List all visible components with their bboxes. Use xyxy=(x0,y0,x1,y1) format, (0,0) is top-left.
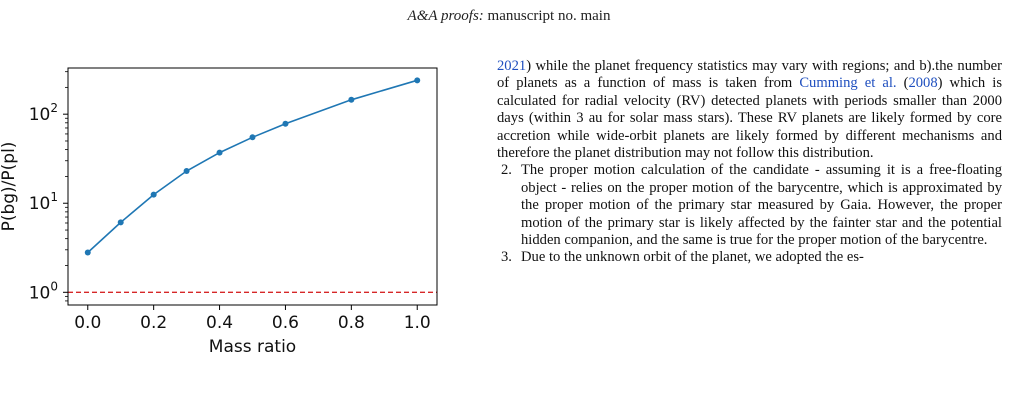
series-line xyxy=(87,79,418,254)
y-tick-exponent: 1 xyxy=(50,190,58,204)
x-axis-ticks: 0.0 0.2 0.4 0.6 0.8 1.0 xyxy=(74,305,431,333)
manuscript-label: manuscript no. main xyxy=(487,8,611,24)
numbered-list: 2. The proper motion calculation of the … xyxy=(497,162,1002,266)
x-tick-label: 0.4 xyxy=(206,313,233,333)
data-point xyxy=(249,134,256,141)
y-tick-label: 102 xyxy=(29,101,58,125)
data-point xyxy=(216,149,223,156)
plot-layer xyxy=(68,77,437,293)
citation-link[interactable]: Cumming et al. xyxy=(799,75,897,92)
list-item: 3. Due to the unknown orbit of the plane… xyxy=(497,249,1002,266)
y-tick-label: 101 xyxy=(29,190,58,214)
citation-link[interactable]: 2021 xyxy=(497,58,527,74)
y-tick-base: 10 xyxy=(29,283,51,303)
journal-name: A&A proofs: xyxy=(407,8,484,24)
list-item-text: Due to the unknown orbit of the planet, … xyxy=(521,249,864,266)
paragraph-continued: 2021) while the planet frequency statist… xyxy=(497,58,1002,162)
x-tick-label: 0.0 xyxy=(74,313,101,333)
citation-link[interactable]: 2008 xyxy=(908,75,938,92)
list-item-number: 3. xyxy=(501,249,512,266)
data-point xyxy=(84,249,91,256)
y-axis-label: P(bg)/P(pl) xyxy=(0,142,19,232)
plot-frame xyxy=(67,67,438,306)
data-point xyxy=(117,219,124,226)
data-point xyxy=(150,191,157,198)
y-tick-base: 10 xyxy=(29,194,51,214)
running-head: A&A proofs: manuscript no. main xyxy=(0,8,1018,25)
x-tick-label: 0.6 xyxy=(272,313,299,333)
body-text-column: 2021) while the planet frequency statist… xyxy=(497,58,1002,267)
figure-plot: 0.0 0.2 0.4 0.6 0.8 1.0 100 101 102 Mass ratio … xyxy=(0,55,460,385)
x-axis-label: Mass ratio xyxy=(209,337,296,357)
list-item-text: The proper motion calculation of the can… xyxy=(521,162,1002,249)
x-tick-label: 0.2 xyxy=(140,313,167,333)
y-tick-base: 10 xyxy=(29,105,51,125)
x-tick-label: 1.0 xyxy=(404,313,431,333)
paragraph-text: ) which is calculated for radial velocit… xyxy=(497,75,1003,162)
paragraph-text: ) while the planet frequency statistics … xyxy=(497,58,1002,92)
x-tick-label: 0.8 xyxy=(338,313,365,333)
paragraph-text: ( xyxy=(896,75,909,92)
data-point xyxy=(183,168,190,175)
list-item-number: 2. xyxy=(501,162,512,179)
data-point xyxy=(282,120,289,127)
data-point xyxy=(348,96,355,103)
y-tick-exponent: 0 xyxy=(50,279,58,293)
y-tick-exponent: 2 xyxy=(50,101,58,115)
data-point xyxy=(414,77,421,84)
list-item: 2. The proper motion calculation of the … xyxy=(497,162,1002,249)
y-tick-label: 100 xyxy=(29,279,58,303)
